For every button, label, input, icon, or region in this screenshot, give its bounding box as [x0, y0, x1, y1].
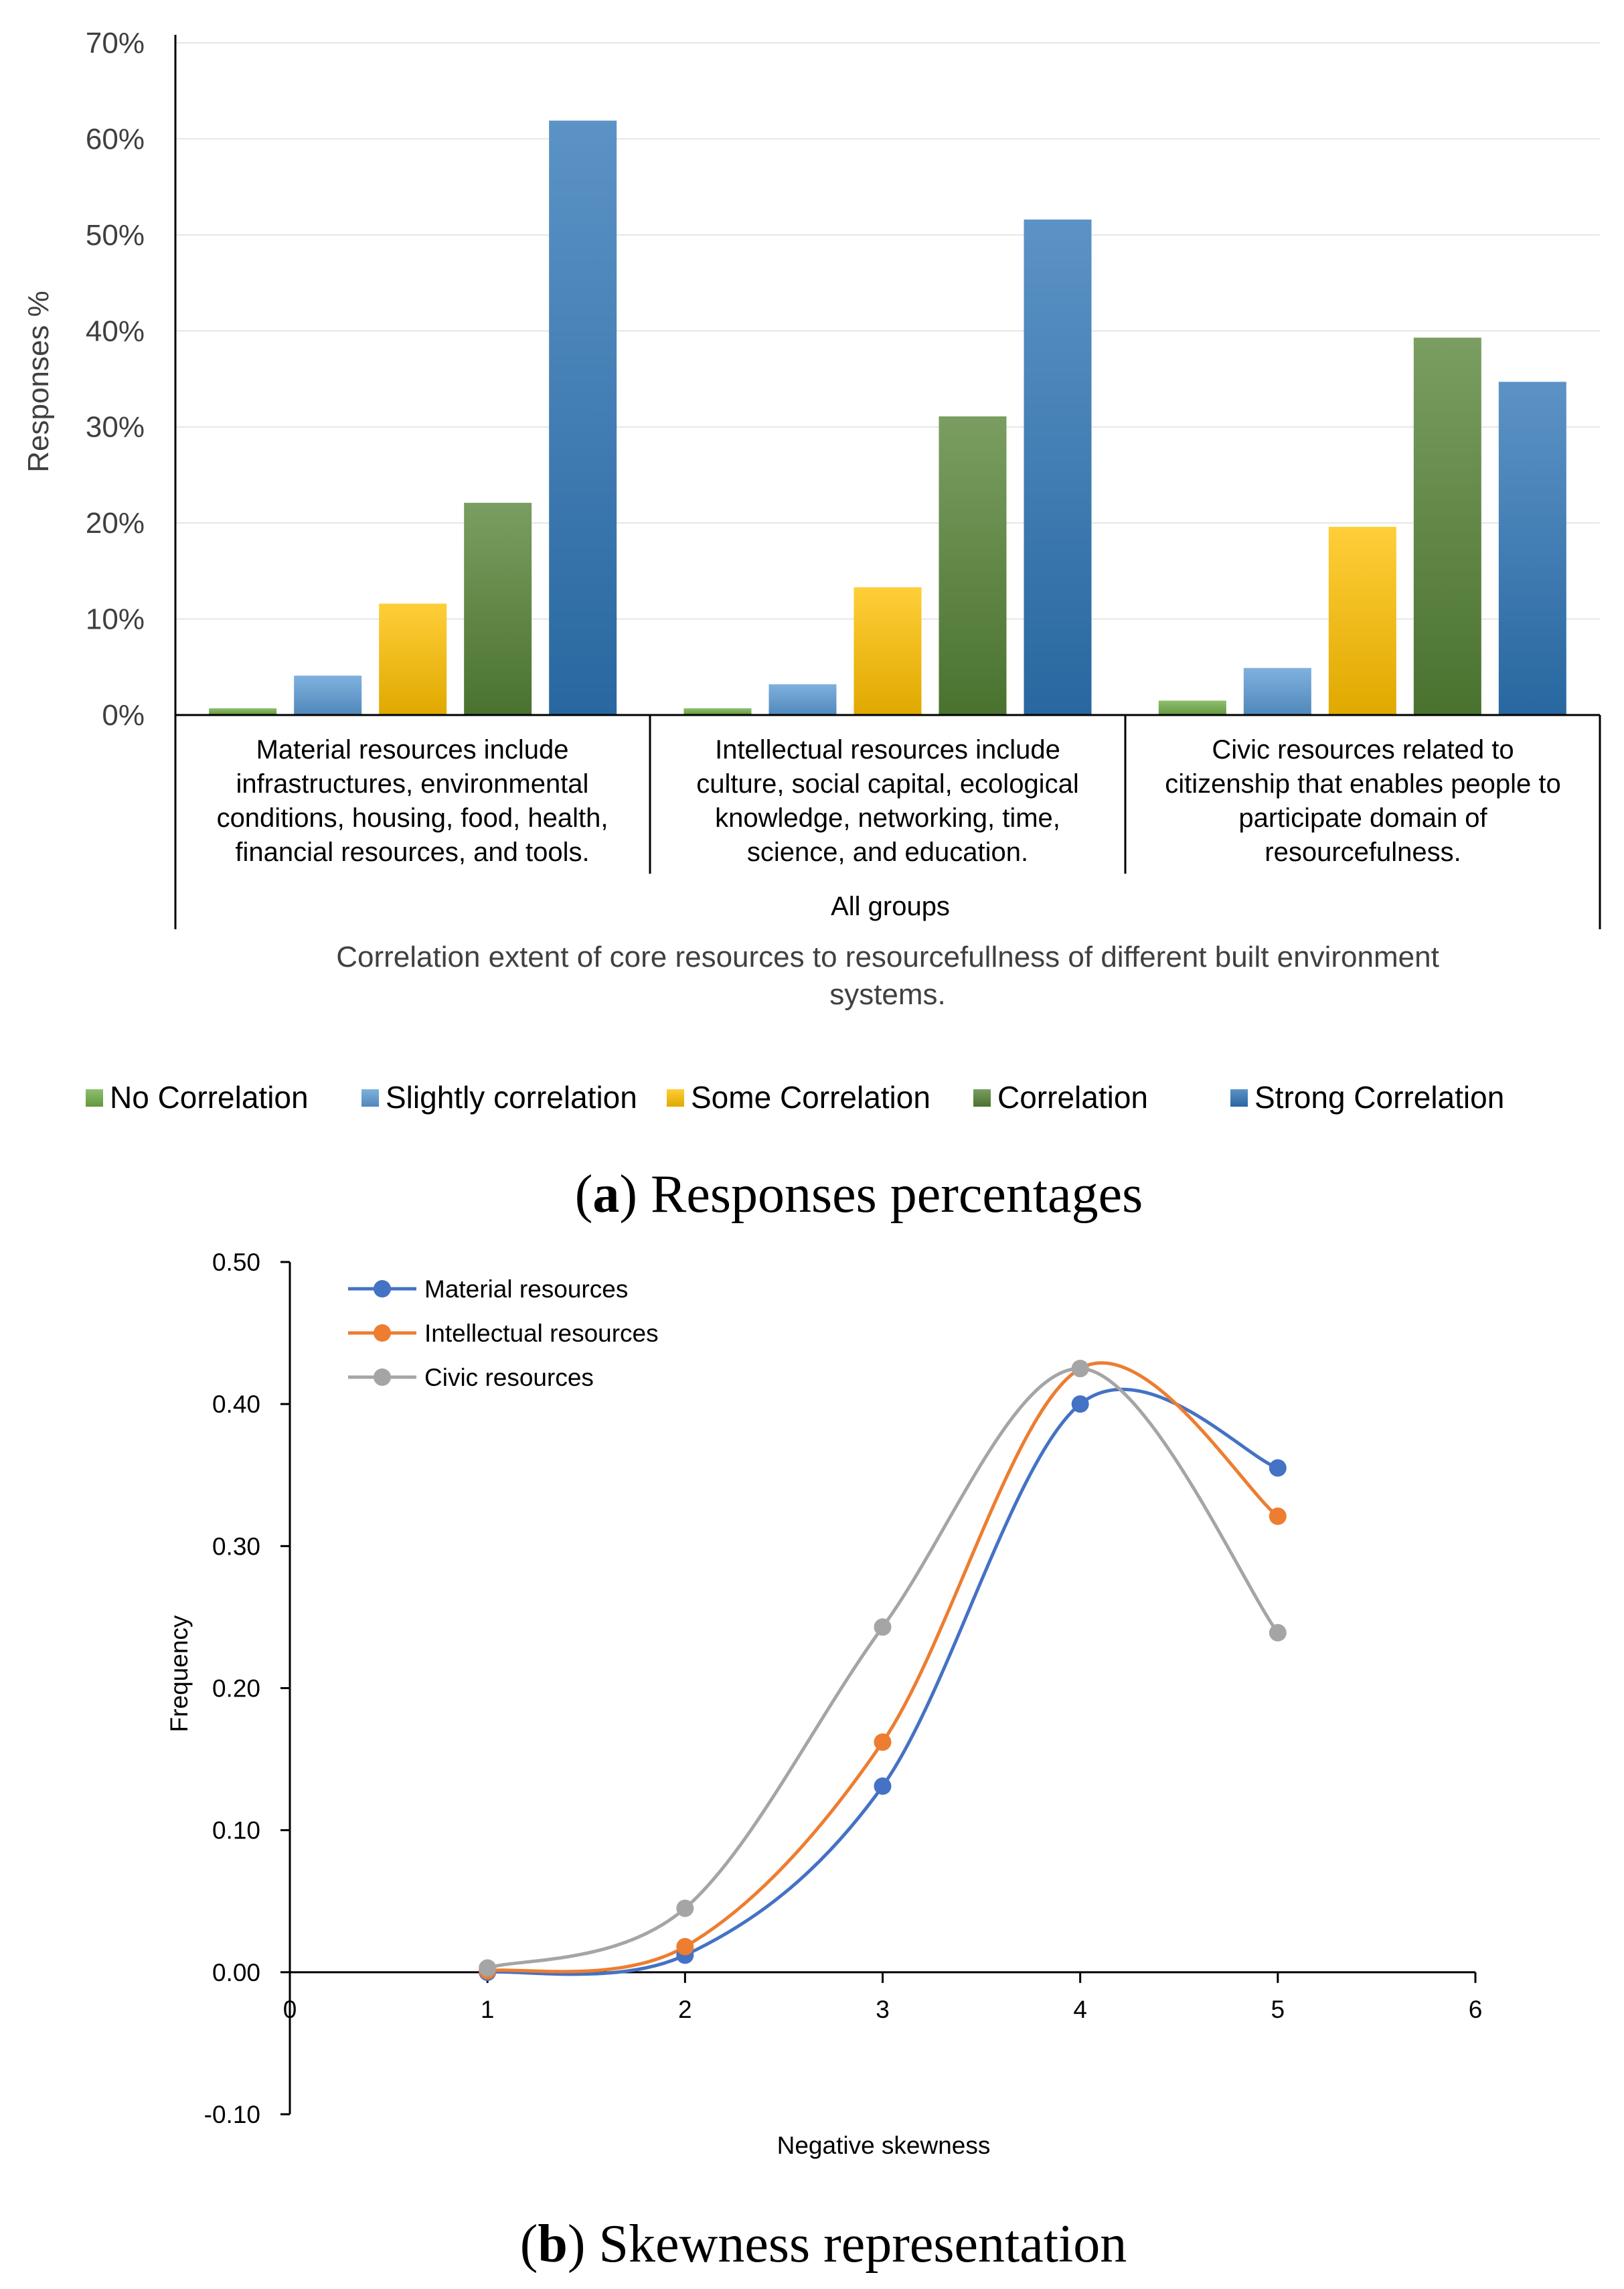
- bar: [683, 708, 752, 715]
- legend-label: Some Correlation: [691, 1080, 930, 1115]
- legend-marker: [374, 1368, 391, 1386]
- y-tick-label: 0.10: [212, 1817, 260, 1844]
- bar: [939, 416, 1007, 715]
- legend-marker: [374, 1324, 391, 1342]
- line-chart-y-axis-title: Frequency: [165, 1615, 193, 1732]
- x-tick-label: 4: [1073, 1996, 1087, 2023]
- y-tick-label: 60%: [86, 123, 145, 155]
- bar: [1158, 700, 1226, 715]
- bar-chart-category-labels: Material resources include infrastructure…: [217, 735, 1561, 867]
- bar-chart-axes: [174, 35, 1601, 929]
- legend-label: Slightly correlation: [386, 1080, 637, 1115]
- bar-chart-legend: No Correlation Slightly correlation Some C…: [86, 1080, 1504, 1115]
- data-point: [479, 1959, 497, 1977]
- y-tick-label: 0.30: [212, 1532, 260, 1560]
- y-tick-label: 0.20: [212, 1675, 260, 1703]
- x-axis-title-text: Correlation extent of core resources to …: [336, 941, 1439, 1011]
- legend-item: Correlation: [973, 1080, 1148, 1115]
- bar: [1328, 526, 1396, 715]
- legend-swatch: [667, 1089, 684, 1107]
- y-tick-label: 70%: [86, 27, 145, 60]
- y-tick-label: 40%: [86, 315, 145, 347]
- legend-label: Strong Correlation: [1254, 1080, 1504, 1115]
- category-label: Intellectual resources include culture, s…: [696, 735, 1078, 867]
- legend-item: Intellectual resources: [348, 1320, 659, 1347]
- bar-chart-bars: [209, 121, 1566, 716]
- legend-item: No Correlation: [86, 1080, 309, 1115]
- bar: [768, 684, 837, 715]
- legend-item: Strong Correlation: [1230, 1080, 1504, 1115]
- legend-item: Some Correlation: [667, 1080, 930, 1115]
- legend-label: Correlation: [997, 1080, 1148, 1115]
- legend-swatch: [361, 1089, 379, 1107]
- legend-item: Civic resources: [348, 1364, 594, 1391]
- bar-chart-y-tick-labels: 0% 10% 20% 30% 40% 50% 60% 70%: [86, 27, 145, 732]
- data-point: [676, 1899, 694, 1917]
- y-tick-label: 0.40: [212, 1391, 260, 1418]
- bar: [549, 121, 617, 716]
- line-chart-points: [479, 1360, 1287, 1981]
- legend-label: Material resources: [424, 1275, 628, 1303]
- caption-b: (b) Skewness representation: [520, 2215, 1127, 2274]
- data-point: [1269, 1507, 1287, 1525]
- bar: [1498, 382, 1566, 715]
- x-tick-label: 3: [876, 1996, 890, 2023]
- series-line: [487, 1361, 1279, 1974]
- bar: [1413, 337, 1481, 716]
- bar: [854, 587, 922, 715]
- bar: [209, 708, 277, 715]
- legend-label: Civic resources: [424, 1364, 594, 1391]
- legend-swatch: [86, 1089, 103, 1107]
- line-chart-x-axis-title: Negative skewness: [777, 2132, 991, 2159]
- x-tick-label: 0: [283, 1996, 297, 2023]
- data-point: [874, 1618, 892, 1636]
- line-chart-x-tick-labels: 0 1 2 3 4 5 6: [283, 1996, 1483, 2023]
- y-axis-title: Responses %: [22, 291, 55, 472]
- bar: [1024, 219, 1092, 715]
- legend-label: No Correlation: [110, 1080, 309, 1115]
- data-point: [1269, 1459, 1287, 1477]
- y-tick-label: 20%: [86, 507, 145, 540]
- x-tick-label: 1: [481, 1996, 495, 2023]
- data-point: [874, 1733, 892, 1751]
- bar-chart-group-label: All groups: [831, 892, 950, 921]
- y-tick-label: 0.00: [212, 1959, 260, 1986]
- data-point: [1071, 1395, 1089, 1413]
- line-chart-skewness: -0.10 0.00 0.10 0.20 0.30 0.40 0.50 0 1 2 3 4 5 6 Ma…: [165, 1249, 1483, 2274]
- legend-item: Material resources: [348, 1275, 628, 1303]
- y-tick-label: 0.50: [212, 1249, 260, 1276]
- data-point: [1071, 1360, 1089, 1378]
- bar-chart-responses: 0% 10% 20% 30% 40% 50% 60% 70% Material resourc…: [22, 27, 1601, 1224]
- y-tick-label: 50%: [86, 219, 145, 252]
- line-chart-series: [487, 1361, 1279, 1976]
- y-tick-label: 10%: [86, 603, 145, 636]
- series-line: [487, 1387, 1279, 1976]
- bar: [1243, 667, 1311, 715]
- bar: [294, 676, 362, 715]
- legend-marker: [374, 1280, 391, 1297]
- bar-chart-gridlines: [175, 42, 1600, 620]
- series-line: [487, 1366, 1279, 1970]
- category-label: Material resources include infrastructure…: [217, 735, 608, 867]
- line-chart-legend: Material resources Intellectual resources…: [348, 1275, 659, 1391]
- y-tick-label: -0.10: [204, 2101, 260, 2128]
- category-label: Civic resources related to citizenship th…: [1165, 735, 1561, 867]
- legend-item: Slightly correlation: [361, 1080, 637, 1115]
- legend-swatch: [1230, 1089, 1248, 1107]
- data-point: [874, 1777, 892, 1795]
- x-axis-title: Correlation extent of core resources to …: [336, 941, 1439, 1011]
- y-tick-label: 0%: [102, 699, 145, 732]
- line-chart-y-tick-labels: -0.10 0.00 0.10 0.20 0.30 0.40 0.50: [204, 1249, 260, 2128]
- x-tick-label: 2: [678, 1996, 692, 2023]
- bar: [464, 503, 532, 715]
- legend-label: Intellectual resources: [424, 1320, 659, 1347]
- data-point: [676, 1938, 694, 1956]
- caption-a: (a) Responses percentages: [575, 1165, 1143, 1224]
- x-tick-label: 5: [1271, 1996, 1285, 2023]
- y-tick-label: 30%: [86, 411, 145, 444]
- x-tick-label: 6: [1469, 1996, 1483, 2023]
- bar: [379, 603, 447, 715]
- legend-swatch: [973, 1089, 991, 1107]
- data-point: [1269, 1624, 1287, 1642]
